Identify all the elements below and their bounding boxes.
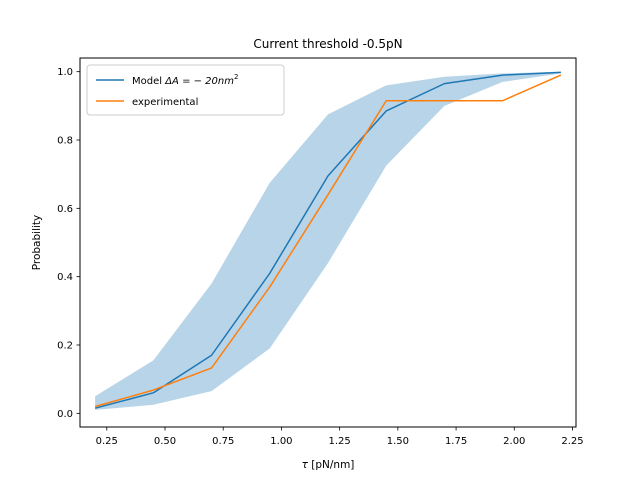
y-tick-label: 0.2 xyxy=(57,341,73,352)
legend-box xyxy=(86,64,285,116)
chart-title: Current threshold -0.5pN xyxy=(253,37,402,51)
confidence-band-layer xyxy=(95,71,561,410)
x-axis-label-unit: [pN/nm] xyxy=(308,459,354,471)
y-tick-label: 0.0 xyxy=(57,409,73,420)
x-tick-label: 1.75 xyxy=(445,436,467,447)
x-tick-label: 2.25 xyxy=(561,436,583,447)
series-layer xyxy=(94,71,562,409)
series-line-model xyxy=(94,71,561,409)
x-axis-label: τ [pN/nm] xyxy=(302,459,355,471)
legend: Model ΔA = − 20nm2 experimental xyxy=(86,64,285,116)
y-tick-label: 1.0 xyxy=(57,67,73,78)
plot-frame xyxy=(79,57,577,428)
y-axis-label: Probability xyxy=(31,215,43,271)
y-tick-label: 0.4 xyxy=(57,272,73,283)
legend-label-experimental: experimental xyxy=(132,97,198,108)
x-tick-label: 1.00 xyxy=(270,436,292,447)
legend-label-model-math: ΔA = − 20nm xyxy=(164,76,234,87)
confidence-band xyxy=(95,71,561,410)
y-axis-ticks: 0.0 0.2 0.4 0.6 0.8 1.0 xyxy=(57,67,80,420)
y-tick-label: 0.8 xyxy=(57,136,73,147)
x-tick-label: 1.50 xyxy=(387,436,409,447)
x-axis-ticks: 0.25 0.50 0.75 1.00 1.25 1.50 1.75 2.00 2.25 xyxy=(96,427,584,447)
x-tick-label: 2.00 xyxy=(503,436,525,447)
legend-label-model-prefix: Model xyxy=(132,76,165,87)
x-tick-label: 0.75 xyxy=(212,436,234,447)
legend-label-model-sup: 2 xyxy=(234,73,238,81)
x-tick-label: 0.25 xyxy=(96,436,118,447)
x-tick-label: 1.25 xyxy=(329,436,351,447)
y-tick-label: 0.6 xyxy=(57,204,73,215)
x-axis-label-symbol: τ xyxy=(302,459,309,471)
series-line-experimental xyxy=(94,74,562,408)
x-tick-label: 0.50 xyxy=(154,436,176,447)
legend-label-model: Model ΔA = − 20nm2 xyxy=(132,73,238,87)
